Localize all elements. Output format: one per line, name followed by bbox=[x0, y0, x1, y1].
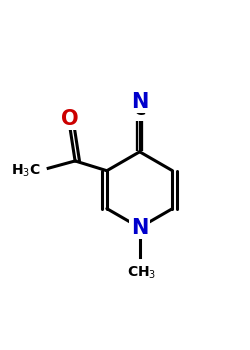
Text: H$_3$C: H$_3$C bbox=[11, 162, 41, 179]
Text: O: O bbox=[61, 110, 79, 130]
Text: C: C bbox=[134, 101, 146, 119]
Text: N: N bbox=[131, 92, 148, 112]
Text: CH$_3$: CH$_3$ bbox=[128, 264, 157, 281]
Text: N: N bbox=[131, 218, 148, 238]
